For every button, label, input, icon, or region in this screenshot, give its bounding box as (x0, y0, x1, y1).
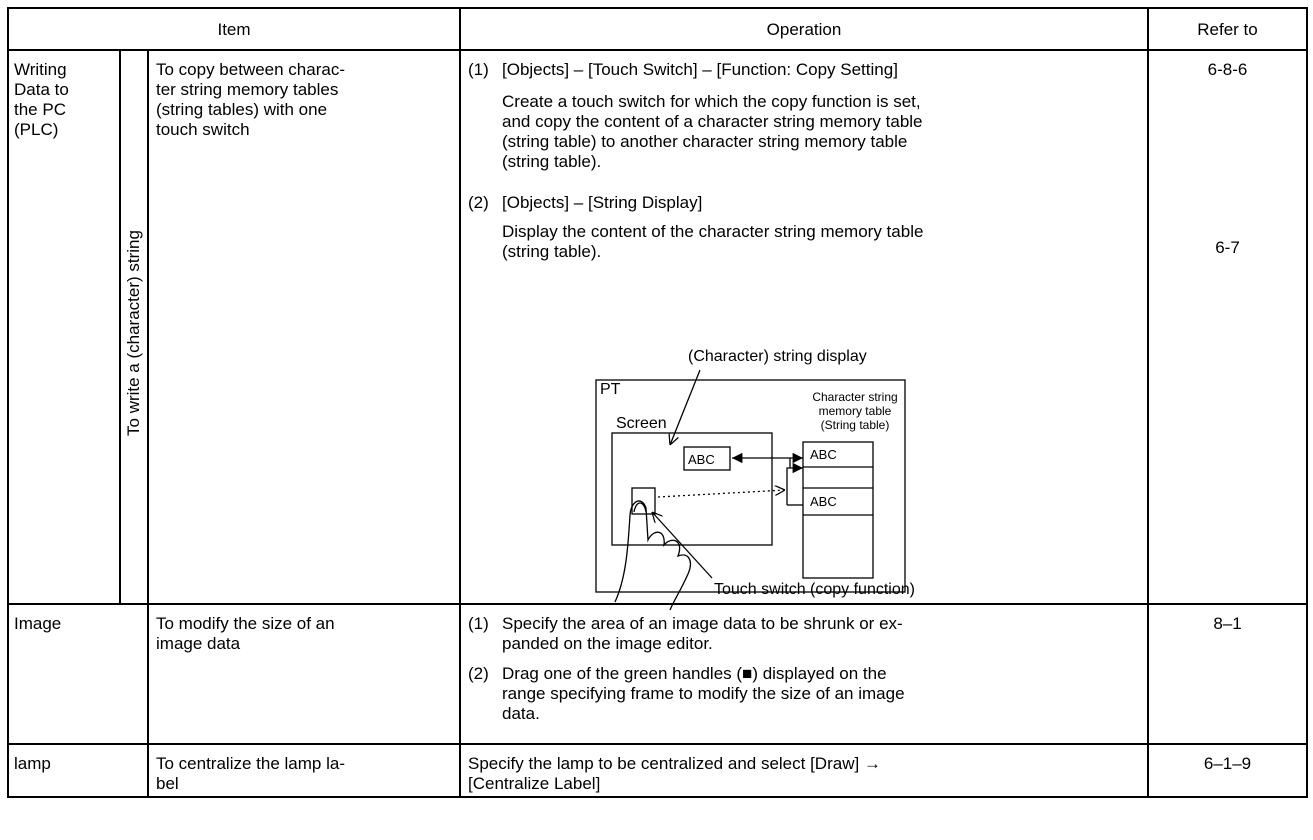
header-refer: Refer to (1197, 20, 1258, 39)
rule (7, 796, 1308, 798)
refer: 8–1 (1213, 614, 1242, 633)
text-line: range specifying frame to modify the siz… (502, 684, 905, 703)
text-line: bel (156, 774, 179, 793)
text-line: [Centralize Label] (468, 774, 601, 793)
op-number: (1) (468, 60, 489, 79)
text-line: Image (14, 614, 62, 633)
text-line: (string table) to another character stri… (502, 132, 908, 151)
text-line: To modify the size of an (156, 614, 335, 633)
op-number: (2) (468, 193, 489, 212)
table-value: ABC (810, 447, 837, 462)
rule (7, 7, 1308, 9)
refer: 6-8-6 (1207, 60, 1248, 79)
rule (459, 7, 461, 798)
table-label: (String table) (821, 418, 890, 432)
text-line: (PLC) (14, 120, 59, 139)
text-line: data. (502, 704, 540, 723)
rule (7, 49, 1308, 51)
text-line: Display the content of the character str… (502, 222, 924, 241)
text-line: Drag one of the green handles (■) displa… (502, 664, 887, 683)
header-item: Item (217, 20, 251, 39)
category: Image (14, 614, 61, 634)
refer: 6–1–9 (1203, 754, 1252, 773)
op-body: Display the content of the character str… (502, 222, 923, 262)
text-line: panded on the image editor. (502, 634, 713, 653)
op-heading: [Objects] – [Touch Switch] – [Function: … (502, 60, 898, 79)
table-value: ABC (810, 494, 837, 509)
text-line: Writing (14, 60, 67, 79)
text-line: ter string memory tables (156, 80, 339, 99)
item: To centralize the lamp la-bel (156, 754, 345, 794)
op-body: Create a touch switch for which the copy… (502, 92, 923, 172)
text-line: (string table). (502, 152, 602, 171)
table-label: Character string (812, 390, 897, 404)
rule (7, 743, 1308, 745)
text-line: lamp (14, 754, 51, 773)
item: To modify the size of an image data (156, 614, 335, 654)
op-number: (2) (468, 664, 489, 683)
display-label: (Character) string display (688, 348, 867, 365)
category: Writing Data to the PC (PLC) (14, 60, 69, 140)
text-line: Data to (14, 80, 69, 99)
switch-label: Touch switch (copy function) (714, 581, 915, 598)
category: lamp (14, 754, 51, 774)
text-line: touch switch (156, 120, 250, 139)
diagram-shapes (595, 369, 906, 611)
text-line: (string table). (502, 242, 602, 261)
rule (1147, 7, 1149, 798)
text-line: To copy between charac- (156, 60, 345, 79)
pt-label: PT (600, 381, 621, 398)
rule (7, 603, 1308, 605)
op-body: Specify the lamp to be centralized and s… (468, 754, 881, 794)
text-line: Create a touch switch for which the copy… (502, 92, 921, 111)
text-line: the PC (14, 100, 66, 119)
rule (119, 49, 121, 605)
text-line: and copy the content of a character stri… (502, 112, 923, 131)
header-operation: Operation (766, 20, 842, 39)
text-line: Specify the area of an image data to be … (502, 614, 903, 633)
refer: 6-7 (1215, 238, 1240, 257)
op-heading: [Objects] – [String Display] (502, 193, 703, 212)
text-line: (string tables) with one (156, 100, 328, 119)
rule (147, 49, 149, 798)
screen-label: Screen (616, 415, 667, 432)
rule (1306, 7, 1308, 798)
rule (7, 7, 9, 798)
text-line: To centralize the lamp la- (156, 754, 345, 773)
table-label: memory table (819, 404, 892, 418)
op-body: Drag one of the green handles (■) displa… (502, 664, 905, 724)
text-line: Specify the lamp to be centralized and s… (468, 754, 881, 773)
item: To copy between charac-ter string memory… (156, 60, 345, 140)
screen-value: ABC (688, 452, 715, 467)
op-number: (1) (468, 614, 489, 633)
text-line: image data (156, 634, 241, 653)
op-body: Specify the area of an image data to be … (502, 614, 903, 654)
